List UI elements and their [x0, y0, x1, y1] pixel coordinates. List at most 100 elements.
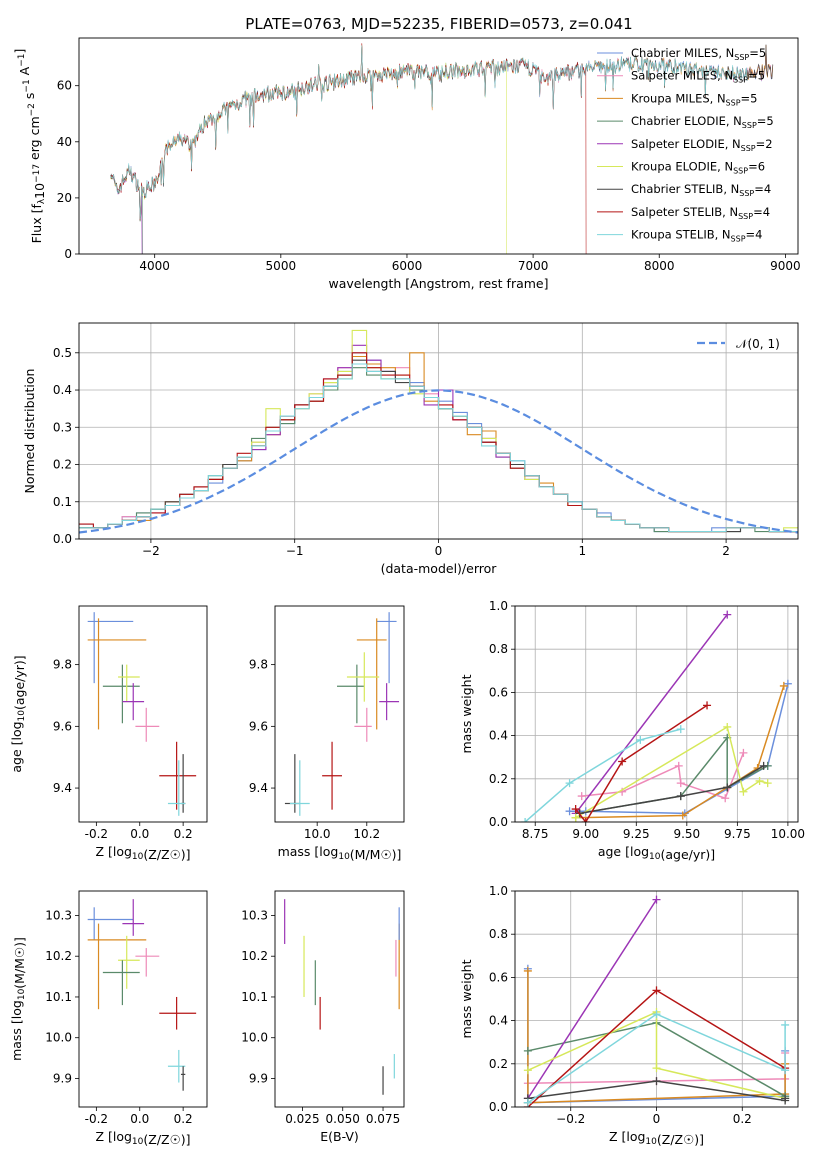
label-part: (M/M☉)] — [12, 937, 27, 989]
weight-marker-kroupa-elodie — [723, 722, 732, 731]
legend-text: Salpeter STELIB, N — [631, 205, 738, 219]
x-axis-label: age [log10(age/yr)] — [598, 844, 715, 862]
y-tick-label: 9.6 — [53, 719, 72, 733]
label-part: log — [630, 844, 649, 859]
label-part: mass weight — [459, 959, 474, 1038]
label-part: age [ — [9, 741, 24, 773]
weight-marker-salpeter-stelib — [703, 701, 712, 710]
y-tick-label: 0.0 — [53, 532, 72, 546]
label-part: log — [319, 844, 338, 859]
x-tick-label: 0.0 — [130, 827, 149, 841]
x-tick-label: 0 — [653, 1112, 661, 1126]
errorbar-salpeter-stelib — [159, 741, 197, 810]
y-tick-label: 10.2 — [45, 949, 72, 963]
y-tick-label: 0.2 — [489, 772, 508, 786]
axes-frame — [514, 890, 799, 1108]
weight-marker-chabrier-miles — [783, 679, 792, 688]
label-part: (Z/Z☉)] — [143, 847, 190, 862]
x-tick-label: 0.050 — [326, 1112, 360, 1126]
y-tick-label: 10.0 — [241, 1031, 268, 1045]
plot-area-residual_hist — [79, 329, 798, 534]
y-tick-label: 0.8 — [489, 642, 508, 656]
x-tick-label: 10.2 — [353, 827, 380, 841]
axes-mass_vs_ebv: 0.025 0.050 0.075 9.9 10.0 10.1 10.2 10.3 E(B-V) — [241, 890, 405, 1144]
label-part: Z [ — [95, 844, 112, 859]
errorbar-chabrier-stelib — [180, 1066, 186, 1091]
weight-line-salpeter-elodie — [575, 614, 728, 814]
legend-label-salpeter-stelib: Salpeter STELIB, NSSP=4 — [631, 205, 770, 221]
label-part: log — [113, 844, 132, 859]
weight-marker-kroupa-elodie — [523, 1066, 532, 1075]
errorbar-salpeter-miles — [135, 948, 160, 977]
weight-marker-chabrier-stelib — [723, 783, 732, 792]
y-tick-label: 1.0 — [489, 599, 508, 613]
errorbar-kroupa-miles — [356, 618, 387, 730]
legend-subscript: SSP — [733, 76, 748, 85]
axes-frame — [78, 322, 799, 540]
weight-line-kroupa-elodie — [527, 1010, 786, 1100]
axes-frame — [274, 890, 405, 1108]
x-tick-label: 0.0 — [130, 1112, 149, 1126]
weight-marker-kroupa-miles — [678, 811, 687, 820]
y-tick-label: 0.2 — [489, 1057, 508, 1071]
label-part: (M/M☉)] — [350, 847, 402, 862]
label-part: log — [626, 1129, 645, 1144]
label-part: Z [ — [95, 1129, 112, 1144]
y-tick-label: 9.4 — [249, 781, 268, 795]
y-tick-label: 0.0 — [489, 1100, 508, 1114]
weight-marker-chabrier-miles — [565, 807, 574, 816]
legend-text: Kroupa MILES, N — [631, 91, 726, 105]
weight-marker-kroupa-elodie — [652, 1064, 661, 1073]
x-axis-label: mass [log10(M/M☉)] — [278, 844, 402, 862]
y-tick-label: 0.0 — [489, 815, 508, 829]
legend-label-chabrier-elodie: Chabrier ELODIE, NSSP=5 — [631, 114, 774, 130]
x-axis-label: E(B-V) — [320, 1129, 359, 1144]
legend-label-salpeter-elodie: Salpeter ELODIE, NSSP=2 — [631, 137, 773, 153]
axes-spectrum: 4000 5000 6000 7000 8000 9000 0 20 40 60 wavelengt… — [12, 37, 801, 291]
weight-line-salpeter-stelib — [575, 704, 708, 822]
axes-mass_vs_Z: -0.2 0.0 0.29.910.010.110.210.3Z [log10(Z/… — [9, 890, 208, 1147]
plot-area-mass_vs_Z — [87, 899, 197, 1091]
label-subscript: 10 — [17, 710, 27, 722]
weight-marker-kroupa-miles — [779, 681, 788, 690]
weight-line-kroupa-elodie — [575, 725, 768, 819]
y-tick-label: 9.9 — [53, 1071, 72, 1085]
x-axis-label: Z [log10(Z/Z☉)] — [95, 844, 190, 862]
y-tick-label: 0.4 — [489, 729, 508, 743]
y-tick-label: 10.3 — [241, 908, 268, 922]
weight-marker-salpeter-miles — [676, 779, 685, 788]
x-tick-label: 6000 — [392, 259, 423, 273]
axes-age_vs_mass: 10.0 10.2 9.4 9.6 9.8 mass [log10(M/M☉)] — [249, 605, 405, 862]
label-part: erg cm — [27, 116, 42, 164]
weight-line-kroupa-stelib — [527, 1013, 786, 1104]
label-part: −17 — [32, 164, 42, 183]
weight-line-salpeter-elodie — [527, 899, 658, 1099]
plot-area-age_vs_mass — [284, 612, 400, 816]
errorbar-chabrier-miles — [87, 612, 134, 684]
errorbar-kroupa-miles — [87, 618, 147, 730]
y-axis-label: mass [log10(M/M☉)] — [9, 937, 27, 1061]
axes-residual_hist: −2 −1 0 1 2 0.0 0.1 0.2 0.3 0.4 0.5 (data-model)/er… — [22, 322, 799, 576]
label-subscript: 10 — [132, 852, 144, 862]
legend-nssp: =2 — [756, 137, 773, 151]
label-part: mass [ — [9, 1019, 24, 1061]
label-part: λ — [37, 198, 47, 204]
x-tick-label: 0.2 — [733, 1112, 752, 1126]
y-tick-label: 9.4 — [53, 781, 72, 795]
y-tick-label: 9.9 — [249, 1071, 268, 1085]
errorbar-salpeter-elodie — [122, 899, 145, 936]
legend-subscript: SSP — [731, 235, 746, 244]
weight-line-chabrier-stelib — [579, 765, 764, 815]
label-subscript: 10 — [17, 988, 27, 1000]
legend-subscript: SSP — [741, 144, 756, 153]
gaussian-curve — [79, 389, 798, 534]
axes-frame — [78, 605, 208, 823]
legend-subscript: SSP — [738, 212, 753, 221]
label-part: Z [ — [609, 1129, 626, 1144]
weight-marker-chabrier-stelib — [676, 792, 685, 801]
x-tick-label: 9.25 — [623, 827, 650, 841]
x-tick-label: 0.2 — [174, 827, 193, 841]
legend-subscript: SSP — [739, 189, 754, 198]
weight-marker-kroupa-elodie — [755, 776, 764, 785]
weight-line-kroupa-stelib — [524, 728, 681, 822]
